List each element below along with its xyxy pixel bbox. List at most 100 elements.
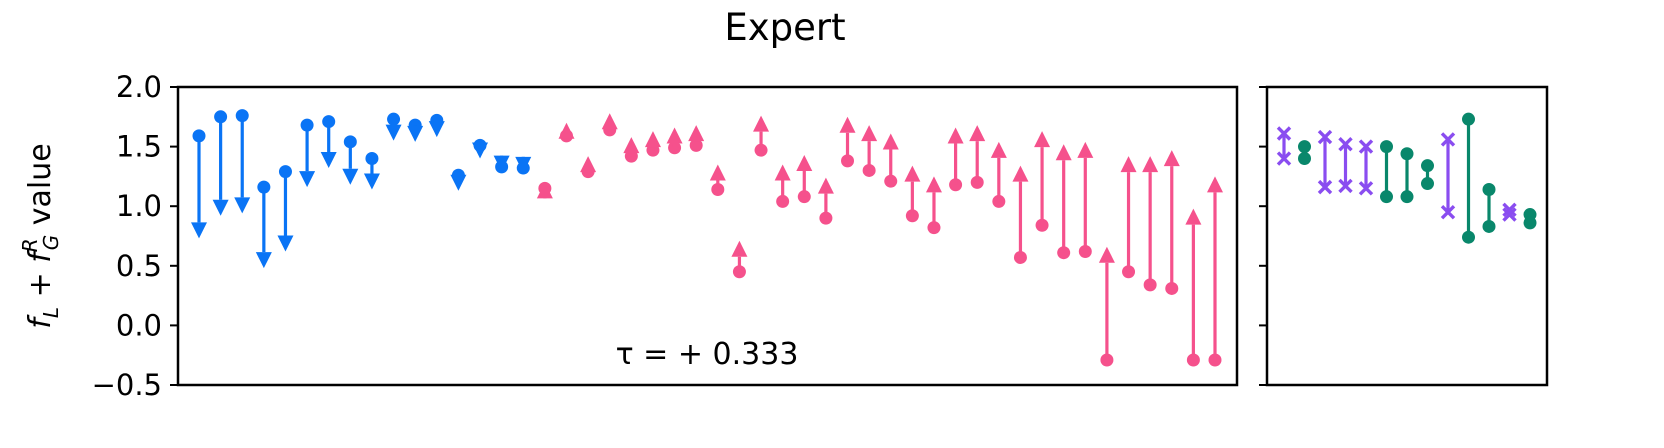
arrow-head (407, 125, 424, 142)
arrow-head (320, 152, 337, 169)
arrow-head (428, 121, 445, 138)
arrow-head (666, 127, 683, 144)
pair-mark (1276, 126, 1292, 166)
arrow-mark (1055, 144, 1072, 260)
arrow-mark (688, 125, 705, 152)
y-tick-label: 0.5 (116, 249, 162, 283)
tau-annotation: τ = + 0.333 (616, 337, 799, 372)
arrow-mark (861, 125, 878, 177)
arrow-head (904, 165, 921, 182)
arrow-mark (947, 127, 964, 192)
pair-mark (1317, 129, 1333, 195)
arrow-mark (1185, 208, 1202, 367)
arrow-mark (839, 116, 856, 168)
pair-mark (1338, 137, 1353, 194)
pair-x-point (1317, 129, 1333, 145)
y-tick-label: −0.5 (92, 368, 162, 402)
arrow-head (1055, 144, 1072, 161)
y-axis-label: fL + fRG value (18, 143, 63, 328)
arrow-head (191, 222, 207, 239)
arrow-mark (817, 177, 834, 225)
arrow-head (450, 174, 467, 191)
arrow-head (709, 164, 726, 181)
pair-dot-point (1380, 140, 1393, 154)
arrow-mark (299, 118, 316, 188)
pair-dot-point (1298, 140, 1311, 154)
chart-title: Expert (724, 6, 845, 49)
pair-mark (1440, 132, 1456, 220)
arrow-head (990, 141, 1007, 158)
arrow-head (277, 235, 294, 252)
arrow-mark (709, 164, 726, 197)
arrow-mark (644, 131, 661, 157)
arrow-head (385, 124, 402, 141)
pair-dot-point (1298, 152, 1311, 166)
arrow-head (925, 176, 942, 193)
arrow-head (558, 122, 575, 139)
arrow-head (299, 171, 316, 188)
arrow-mark (342, 135, 359, 185)
arrow-head (1207, 176, 1223, 193)
arrow-head (731, 240, 748, 257)
y-axis-ticks: −0.5 0.0 0.5 1.0 1.5 2.0 (92, 70, 178, 402)
arrow-mark (515, 156, 532, 175)
arrow-head (255, 252, 272, 269)
pair-mark (1400, 147, 1414, 204)
side-panel-ticks (1259, 86, 1267, 386)
arrow-mark (623, 137, 640, 163)
arrow-head (753, 115, 770, 132)
arrow-head (861, 125, 878, 142)
arrow-mark (472, 138, 489, 159)
pair-mark (1358, 139, 1374, 196)
arrow-mark (796, 154, 813, 204)
arrow-mark (1012, 165, 1029, 264)
y-tick-label: 2.0 (116, 70, 162, 104)
y-tick-label: 1.5 (116, 130, 162, 164)
arrow-head (623, 137, 640, 154)
pair-x-point (1338, 137, 1353, 152)
arrow-mark (558, 122, 575, 143)
y-tick-label: 0.0 (116, 308, 162, 342)
arrow-mark (925, 176, 942, 235)
pair-x-point (1440, 204, 1456, 220)
arrow-head (363, 173, 380, 190)
pair-mark (1502, 202, 1517, 222)
pair-dot-point (1462, 112, 1475, 126)
arrow-mark (666, 127, 683, 155)
arrow-mark (407, 118, 424, 142)
pair-x-point (1338, 178, 1353, 194)
arrow-head (688, 125, 705, 142)
y-tick-label: 1.0 (116, 189, 162, 223)
arrow-mark (320, 115, 337, 169)
arrow-mark (882, 133, 899, 188)
pair-dot-point (1421, 159, 1434, 173)
arrow-head (234, 197, 251, 214)
arrow-head (1077, 141, 1094, 158)
pair-x-point (1358, 181, 1374, 196)
arrow-mark (234, 109, 251, 214)
main-panel-frame (176, 85, 1239, 387)
arrow-head (536, 182, 553, 199)
arrow-mark (493, 155, 510, 174)
arrow-mark (753, 115, 770, 157)
arrow-mark (580, 156, 597, 179)
pair-mark (1298, 140, 1311, 166)
arrow-head (515, 156, 532, 173)
pair-mark (1482, 183, 1496, 233)
arrow-head (1012, 165, 1029, 182)
arrow-head (817, 177, 834, 194)
arrow-mark (385, 112, 402, 141)
arrow-head (472, 142, 489, 159)
arrow-head (580, 156, 597, 173)
arrow-mark (428, 113, 445, 138)
pair-dot-point (1421, 177, 1434, 191)
pair-dot-point (1482, 219, 1496, 233)
arrow-mark (731, 240, 748, 279)
arrow-head (796, 154, 813, 171)
pair-dot-point (1400, 147, 1414, 161)
arrow-head (947, 127, 964, 144)
pair-x-point (1358, 139, 1374, 154)
pair-dot-point (1523, 216, 1537, 230)
arrow-mark (969, 125, 986, 189)
arrow-mark (536, 181, 553, 199)
